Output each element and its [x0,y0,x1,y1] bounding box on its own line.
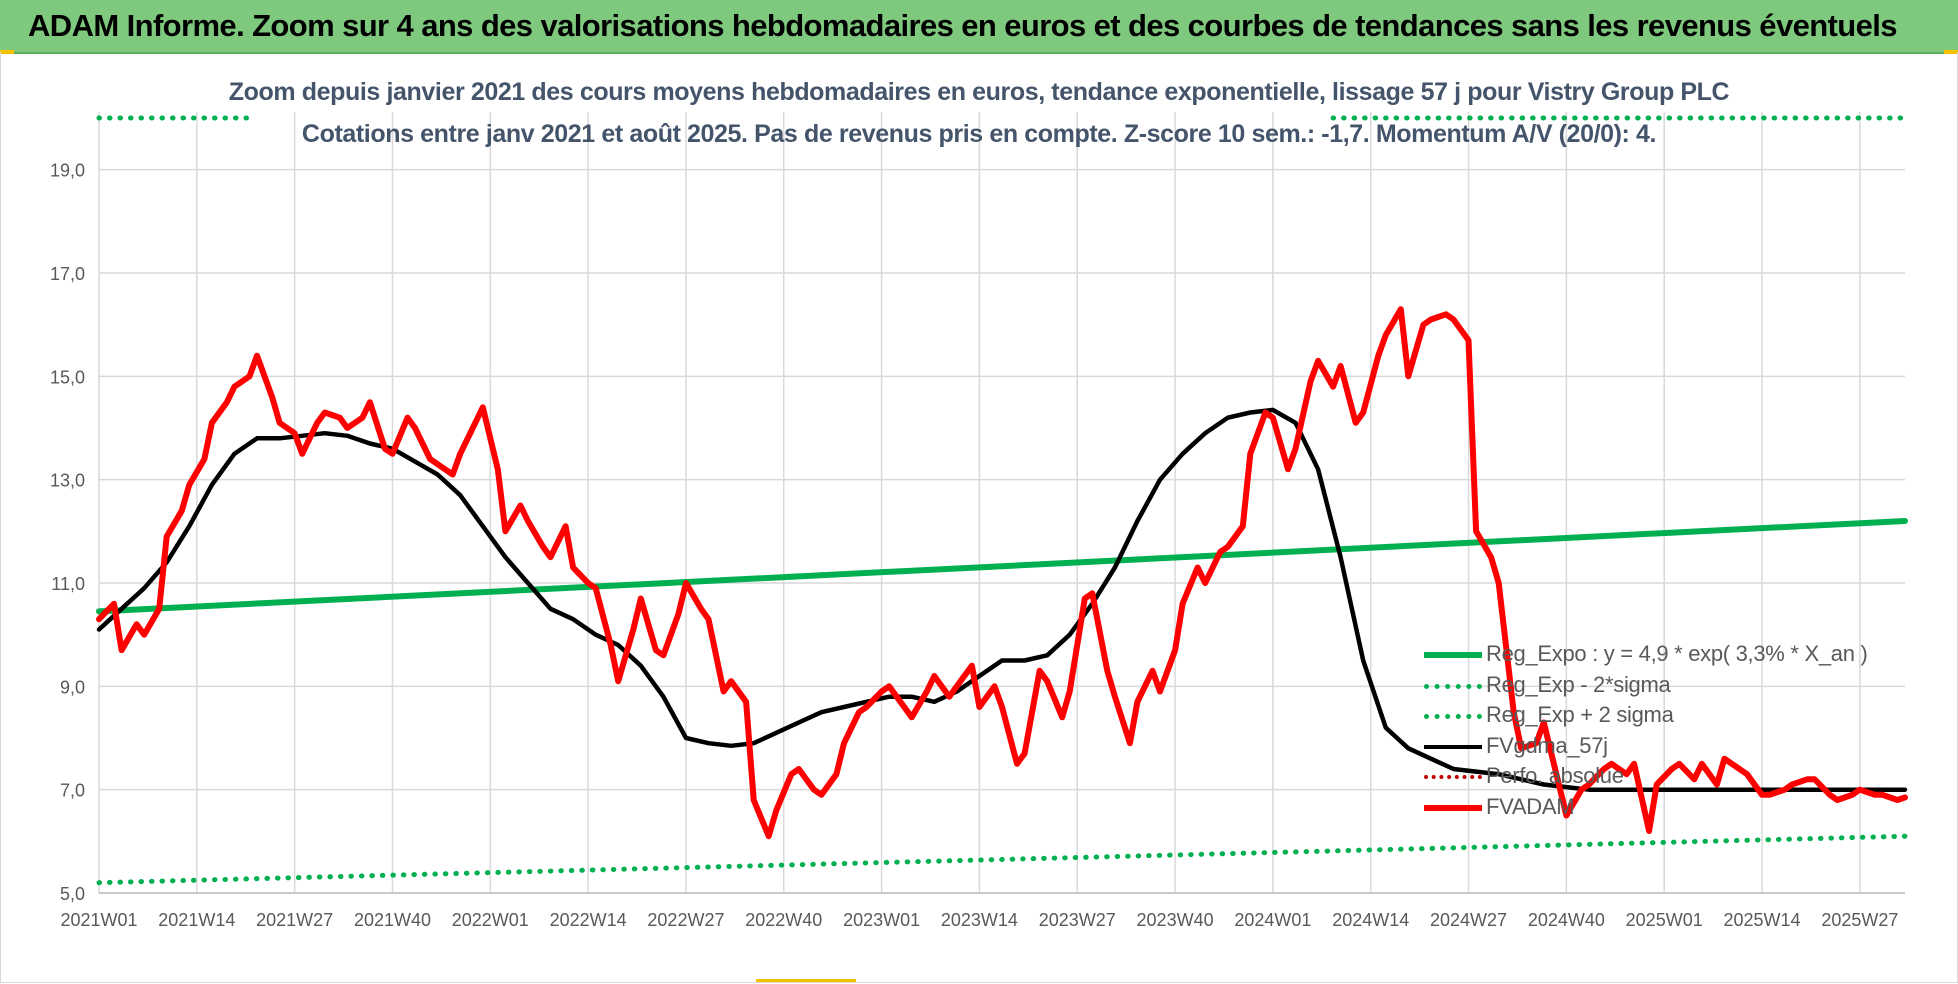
x-tick-label: 2021W01 [60,910,137,930]
legend-item-reg-exp-plus: Reg_Exp + 2 sigma [1424,701,1944,732]
x-tick-label: 2025W14 [1723,910,1800,930]
y-tick-label: 9,0 [60,677,85,697]
series-fvgdma-57j [96,407,1908,792]
y-tick-label: 19,0 [50,161,85,181]
corner-mark-left [0,50,14,54]
x-tick-label: 2022W40 [745,910,822,930]
legend-label-perfo: Perfo. absolue [1486,763,1624,788]
legend-item-reg-exp-minus: Reg_Exp - 2*sigma [1424,671,1944,702]
x-tick-label: 2023W14 [941,910,1018,930]
chart-subtitle-line-1: Zoom depuis janvier 2021 des cours moyen… [228,78,1730,106]
legend-label-fvgdma: FVgdma_57j [1486,732,1608,758]
y-tick-label: 17,0 [50,264,85,284]
x-tick-label: 2021W14 [158,910,235,930]
x-tick-label: 2025W27 [1821,910,1898,930]
legend-label-reg-exp-minus: Reg_Exp - 2*sigma [1486,671,1671,697]
legend-swatch-reg-expo [1424,652,1482,658]
x-tick-label: 2021W27 [256,910,333,930]
legend-item-perfo: Perfo. absolue [1424,762,1944,793]
x-tick-label: 2023W01 [843,910,920,930]
legend-swatch-reg-exp-minus [1424,683,1482,689]
chart-legend: Reg_Expo : y = 4,9 * exp( 3,3% * X_an ) … [1424,640,1944,823]
series-reg-exp-2-sigma [96,833,1908,886]
x-tick-label: 2023W40 [1137,910,1214,930]
chart-subtitle-line-2: Cotations entre janv 2021 et août 2025. … [301,120,1657,148]
corner-mark-bottom [756,979,856,983]
legend-label-fvadam: FVADAM [1486,793,1575,819]
x-tick-label: 2025W01 [1626,910,1703,930]
series-fvadam [96,306,1908,840]
legend-item-reg-expo: Reg_Expo : y = 4,9 * exp( 3,3% * X_an ) [1424,640,1944,671]
legend-label-reg-exp-plus: Reg_Exp + 2 sigma [1486,702,1674,727]
legend-swatch-fvadam [1424,804,1482,811]
x-tick-label: 2024W01 [1234,910,1311,930]
x-tick-label: 2021W40 [354,910,431,930]
legend-item-fvadam: FVADAM [1424,793,1944,824]
y-tick-label: 7,0 [60,781,85,801]
y-tick-label: 15,0 [50,367,85,387]
x-tick-label: 2024W27 [1430,910,1507,930]
report-banner: ADAM Informe. Zoom sur 4 ans des valoris… [0,0,1958,54]
report-title: ADAM Informe. Zoom sur 4 ans des valoris… [28,8,1898,43]
y-tick-label: 11,0 [51,574,85,594]
series-reg-expo-y-4-9-exp-3-3-x-an [96,518,1908,615]
x-tick-label: 2024W14 [1332,910,1409,930]
legend-swatch-fvgdma [1424,744,1482,749]
legend-swatch-reg-exp-plus [1424,714,1482,719]
legend-swatch-perfo [1424,775,1482,779]
x-tick-label: 2022W01 [452,910,529,930]
legend-item-fvgdma: FVgdma_57j [1424,732,1944,763]
x-tick-label: 2023W27 [1039,910,1116,930]
y-tick-label: 5,0 [60,884,85,904]
y-tick-label: 13,0 [50,471,85,491]
x-tick-label: 2022W27 [647,910,724,930]
x-tick-label: 2024W40 [1528,910,1605,930]
legend-label-reg-expo: Reg_Expo : y = 4,9 * exp( 3,3% * X_an ) [1486,641,1868,666]
x-tick-label: 2022W14 [550,910,627,930]
corner-mark-right [1944,50,1958,54]
